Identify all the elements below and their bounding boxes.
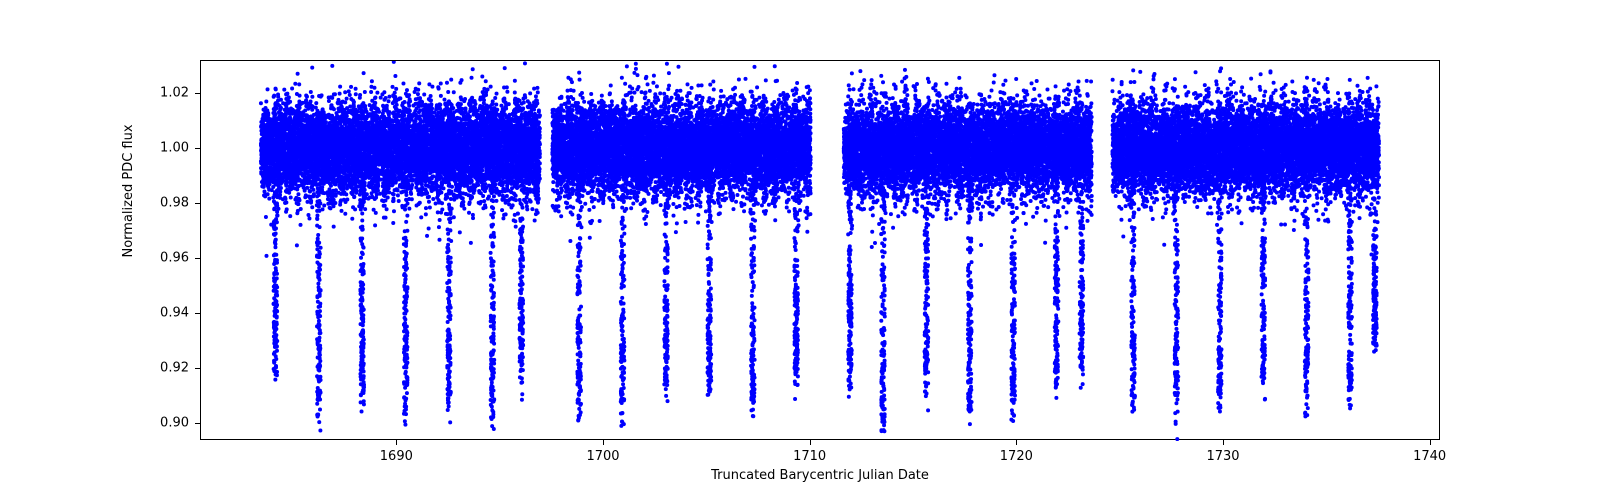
x-tick [1430,440,1431,445]
y-tick [195,93,200,94]
x-tick [396,440,397,445]
x-tick [1016,440,1017,445]
y-axis-label: Normalized PDC flux [121,124,136,257]
y-tick [195,148,200,149]
x-tick-label: 1700 [586,449,619,464]
y-tick-label: 0.98 [160,196,189,211]
figure: 1690 1700 1710 1720 1730 1740 0.90 0.92 0.94 0.9… [0,0,1600,500]
axes [200,60,1440,440]
y-tick [195,313,200,314]
y-tick-label: 0.90 [160,416,189,431]
y-tick [195,258,200,259]
y-tick-label: 0.94 [160,306,189,321]
x-tick-label: 1690 [380,449,413,464]
x-axis-label: Truncated Barycentric Julian Date [711,468,929,483]
x-tick-label: 1720 [1000,449,1033,464]
x-tick-label: 1710 [793,449,826,464]
x-tick [810,440,811,445]
y-tick-label: 0.92 [160,361,189,376]
y-tick [195,368,200,369]
y-tick-label: 0.96 [160,251,189,266]
y-tick [195,203,200,204]
x-tick-label: 1740 [1413,449,1446,464]
y-tick-label: 1.02 [160,86,189,101]
y-tick [195,423,200,424]
x-tick [1223,440,1224,445]
scatter-plot-canvas [201,61,1441,441]
x-tick-label: 1730 [1206,449,1239,464]
y-tick-label: 1.00 [160,141,189,156]
x-tick [603,440,604,445]
